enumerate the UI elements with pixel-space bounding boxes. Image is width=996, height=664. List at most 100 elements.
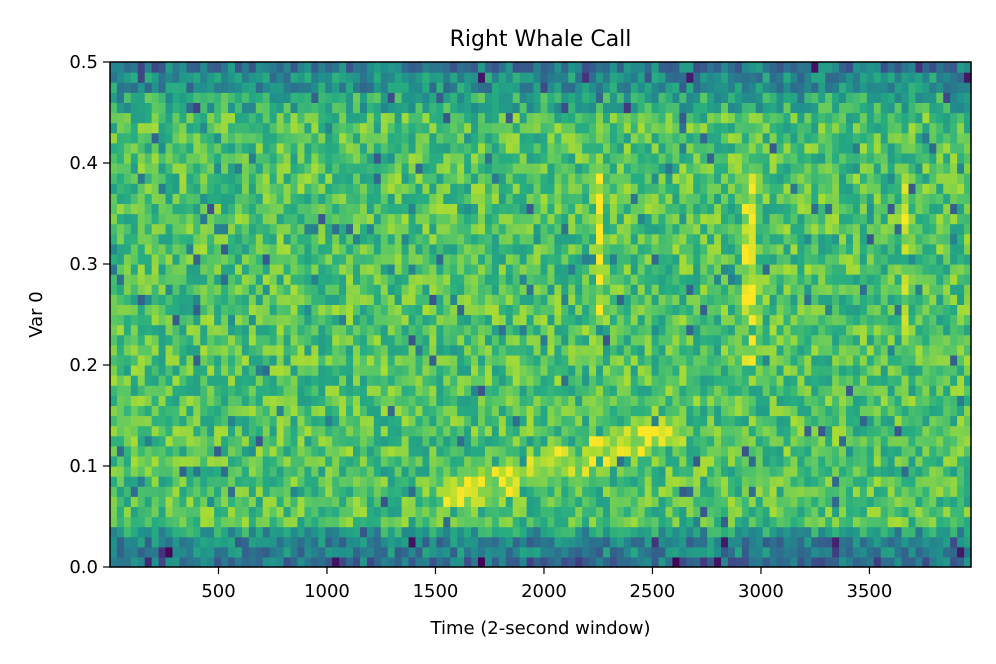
heatmap-cell (123, 183, 132, 194)
heatmap-cell (116, 203, 125, 215)
heatmap-cell (734, 253, 743, 265)
heatmap-cell (630, 163, 639, 174)
heatmap-cell (436, 516, 444, 528)
heatmap-cell (568, 415, 576, 427)
heatmap-cell (589, 425, 597, 437)
heatmap-cell (644, 435, 653, 447)
heatmap-cell (255, 72, 264, 83)
heatmap-cell (415, 173, 424, 184)
heatmap-cell (137, 112, 146, 124)
heatmap-cell (429, 253, 437, 265)
heatmap-cell (346, 274, 354, 285)
heatmap-cell (346, 324, 354, 336)
heatmap-cell (429, 82, 437, 93)
heatmap-cell (609, 375, 618, 386)
heatmap-cell (665, 516, 674, 528)
heatmap-cell (304, 405, 312, 417)
heatmap-cell (596, 324, 604, 336)
heatmap-cell (519, 72, 528, 83)
heatmap-cell (123, 405, 132, 417)
heatmap-cell (554, 82, 562, 93)
heatmap-cell (783, 132, 792, 144)
heatmap-cell (255, 365, 264, 376)
heatmap-cell (637, 152, 646, 164)
heatmap-cell (200, 365, 208, 376)
heatmap-cell (609, 142, 618, 154)
heatmap-cell (262, 183, 271, 194)
heatmap-cell (200, 163, 208, 174)
heatmap-cell (172, 415, 181, 427)
heatmap-cell (741, 476, 750, 487)
heatmap-cell (290, 405, 299, 417)
heatmap-cell (387, 344, 396, 356)
heatmap-cell (255, 284, 264, 295)
heatmap-cell (748, 546, 757, 558)
heatmap-cell (644, 304, 653, 316)
heatmap-cell (373, 476, 382, 487)
heatmap-cell (339, 142, 347, 154)
heatmap-cell (734, 142, 743, 154)
heatmap-cell (151, 435, 160, 447)
heatmap-cell (186, 536, 194, 548)
heatmap-cell (609, 82, 618, 93)
heatmap-cell (186, 476, 194, 487)
heatmap-cell (734, 223, 743, 235)
heatmap-cell (137, 476, 146, 487)
heatmap-cell (471, 112, 479, 124)
heatmap-cell (262, 253, 271, 265)
heatmap-cell (658, 82, 667, 93)
heatmap-cell (568, 556, 576, 568)
heatmap-cell (387, 233, 396, 245)
heatmap-cell (755, 385, 764, 396)
heatmap-cell (221, 163, 229, 174)
heatmap-cell (596, 304, 604, 316)
heatmap-cell (561, 496, 569, 507)
heatmap-cell (478, 142, 486, 154)
heatmap-cell (561, 264, 569, 275)
heatmap-cell (380, 253, 389, 265)
heatmap-cell (602, 62, 611, 73)
heatmap-cell (526, 304, 535, 316)
heatmap-cell (686, 496, 694, 507)
heatmap-cell (630, 203, 639, 215)
heatmap-cell (707, 466, 715, 477)
heatmap-cell (457, 284, 465, 295)
heatmap-cell (630, 112, 639, 124)
heatmap-cell (332, 344, 340, 356)
heatmap-cell (172, 122, 181, 134)
heatmap-cell (637, 365, 646, 376)
heatmap-cell (387, 152, 396, 164)
heatmap-cell (151, 183, 160, 194)
heatmap-cell (533, 112, 542, 124)
heatmap-cell (707, 536, 715, 548)
heatmap-cell (387, 546, 396, 558)
heatmap-cell (144, 375, 153, 386)
heatmap-cell (221, 486, 229, 497)
heatmap-cell (651, 365, 660, 376)
heatmap-cell (769, 284, 778, 295)
heatmap-cell (540, 203, 549, 215)
heatmap-cell (776, 173, 785, 184)
heatmap-cell (700, 243, 708, 255)
heatmap-cell (783, 365, 792, 376)
heatmap-cell (491, 546, 500, 558)
heatmap-cell (665, 173, 674, 184)
heatmap-cell (262, 264, 271, 275)
heatmap-cell (505, 556, 514, 568)
heatmap-cell (637, 183, 646, 194)
heatmap-cell (561, 344, 569, 356)
heatmap-cell (137, 496, 146, 507)
heatmap-cell (207, 385, 215, 396)
heatmap-cell (401, 455, 410, 467)
heatmap-cell (519, 365, 528, 376)
heatmap-cell (672, 405, 680, 417)
heatmap-cell (429, 476, 437, 487)
heatmap-cell (241, 425, 250, 437)
heatmap-cell (311, 223, 319, 235)
heatmap-cell (707, 304, 715, 316)
heatmap-cell (408, 142, 417, 154)
heatmap-cell (186, 122, 194, 134)
heatmap-cell (707, 62, 715, 73)
heatmap-cell (401, 112, 410, 124)
heatmap-cell (422, 415, 430, 427)
